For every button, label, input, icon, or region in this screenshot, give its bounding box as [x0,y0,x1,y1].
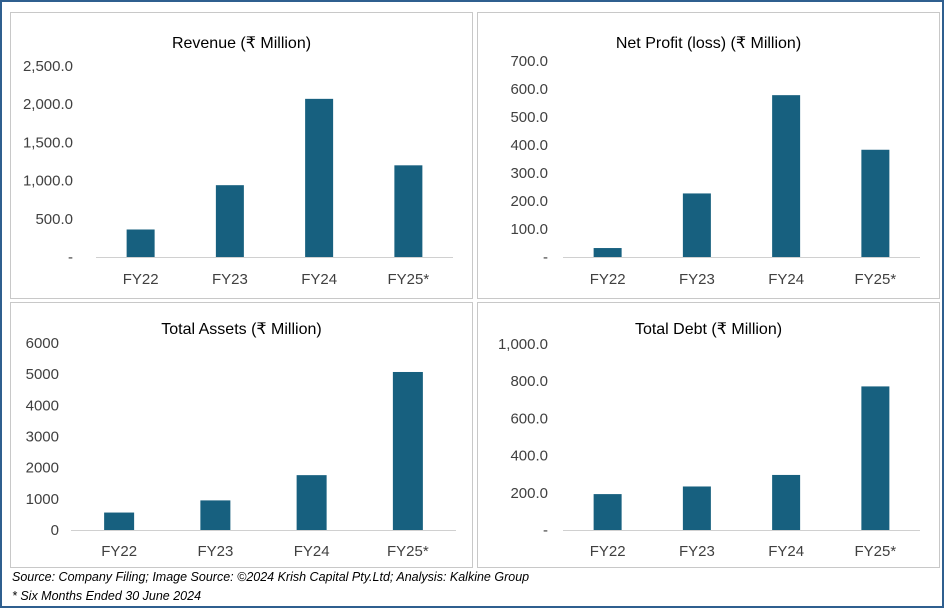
total-debt-chart: Total Debt (₹ Million) - 200.0 400.0 600.0 80… [477,302,940,568]
revenue-x-tick: FY23 [212,271,248,288]
total-debt-x-tick: FY24 [768,543,804,560]
net-profit-y-tick: 700.0 [510,53,548,70]
total-assets-y-tick: 5000 [26,366,59,383]
total-assets-bar [392,371,423,530]
revenue-bar [394,165,423,257]
total-debt-x-tick: FY25* [855,543,897,560]
total-assets-x-tick: FY24 [294,543,330,560]
net-profit-bar [682,193,711,257]
net-profit-y-tick: 500.0 [510,109,548,126]
total-debt-y-tick: 1,000.0 [498,336,548,353]
total-assets-title: Total Assets (₹ Million) [161,321,321,338]
total-assets-y-tick: 1000 [26,491,59,508]
revenue-chart: Revenue (₹ Million) - 500.0 1,000.0 1,500.0 2… [10,12,473,299]
net-profit-y-tick: 200.0 [510,193,548,210]
total-debt-y-tick: 600.0 [510,410,548,427]
revenue-y-tick: 2,000.0 [23,96,73,113]
total-assets-x-tick: FY23 [197,543,233,560]
net-profit-bar [861,149,890,257]
total-debt-y-tick: 800.0 [510,373,548,390]
revenue-x-tick: FY25* [388,271,430,288]
asterisk-footnote: * Six Months Ended 30 June 2024 [12,589,202,603]
net-profit-bar [772,95,801,257]
revenue-x-tick: FY22 [123,271,159,288]
total-debt-y-tick: - [543,522,548,539]
total-debt-bar [682,486,711,530]
net-profit-y-tick: 300.0 [510,165,548,182]
revenue-bar [215,185,244,257]
source-footnote: Source: Company Filing; Image Source: ©2… [12,570,530,584]
total-debt-bar [861,386,890,530]
net-profit-svg: Net Profit (loss) (₹ Million) - 100.0 200.0… [510,35,920,288]
total-debt-title: Total Debt (₹ Million) [635,321,782,338]
total-assets-x-tick: FY22 [101,543,137,560]
net-profit-y-tick: 400.0 [510,137,548,154]
revenue-bar [126,229,155,257]
total-assets-x-tick: FY25* [387,543,429,560]
total-assets-y-tick: 6000 [26,335,59,352]
net-profit-y-tick: 600.0 [510,81,548,98]
total-debt-bar [593,494,622,530]
total-debt-y-tick: 400.0 [510,448,548,465]
net-profit-y-tick: 100.0 [510,221,548,238]
revenue-y-tick: 1,500.0 [23,134,73,151]
revenue-bar [305,98,334,258]
revenue-title: Revenue (₹ Million) [172,35,311,52]
total-debt-y-tick: 200.0 [510,485,548,502]
total-assets-y-tick: 4000 [26,397,59,414]
revenue-y-tick: 1,000.0 [23,173,73,190]
net-profit-x-tick: FY25* [855,271,897,288]
net-profit-x-tick: FY22 [590,271,626,288]
revenue-y-tick: 2,500.0 [23,58,73,75]
revenue-y-tick: 500.0 [35,211,73,228]
revenue-svg: Revenue (₹ Million) - 500.0 1,000.0 1,500.0 2… [23,35,453,288]
total-assets-y-tick: 3000 [26,429,59,446]
net-profit-title: Net Profit (loss) (₹ Million) [616,35,801,52]
total-debt-bar [772,474,801,530]
total-assets-y-tick: 0 [51,522,59,539]
total-assets-chart: Total Assets (₹ Million) 0 1000 2000 3000 400… [10,302,473,568]
total-assets-bar [200,500,231,530]
total-assets-bar [296,475,327,530]
total-debt-svg: Total Debt (₹ Million) - 200.0 400.0 600.0 80… [498,321,920,560]
total-assets-y-tick: 2000 [26,460,59,477]
total-debt-x-tick: FY22 [590,543,626,560]
net-profit-x-tick: FY24 [768,271,804,288]
net-profit-bar [593,248,622,257]
revenue-x-tick: FY24 [301,271,337,288]
total-assets-svg: Total Assets (₹ Million) 0 1000 2000 3000 400… [26,321,456,560]
total-assets-bar [104,512,135,530]
revenue-y-tick: - [68,249,73,266]
net-profit-x-tick: FY23 [679,271,715,288]
total-debt-x-tick: FY23 [679,543,715,560]
net-profit-chart: Net Profit (loss) (₹ Million) - 100.0 200.0… [477,12,940,299]
net-profit-y-tick: - [543,249,548,266]
